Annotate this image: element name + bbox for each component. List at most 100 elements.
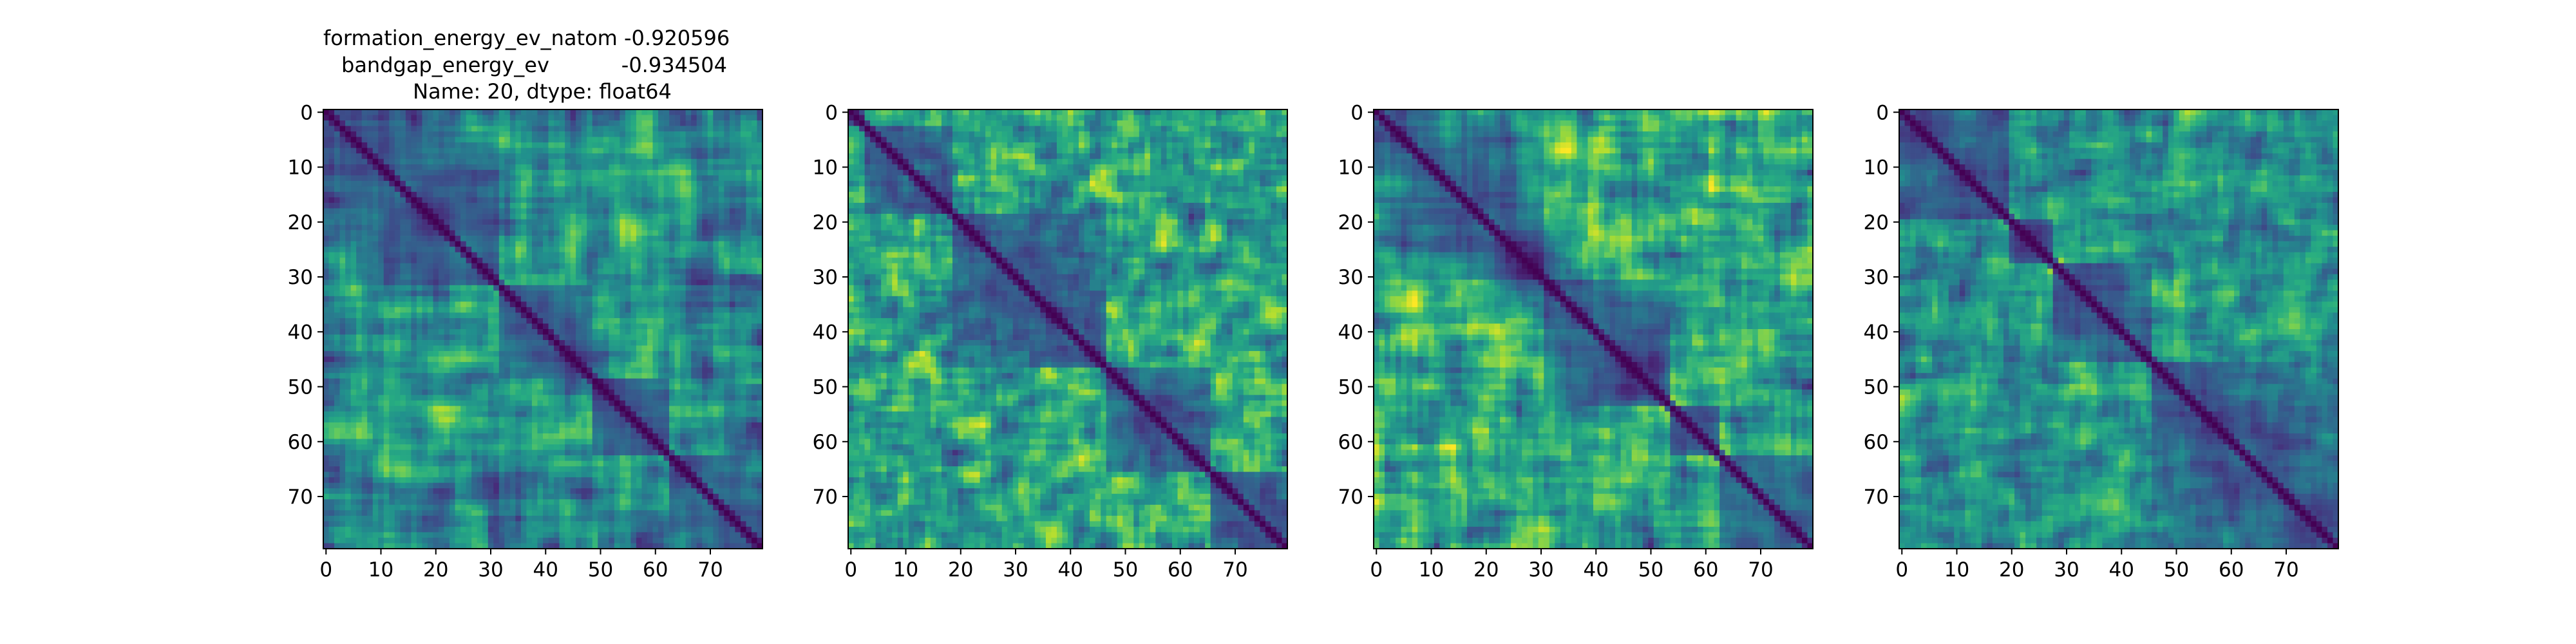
heatmap-cell — [394, 252, 401, 258]
heatmap-cell — [477, 208, 483, 214]
heatmap-cell — [383, 323, 390, 330]
heatmap-cell — [696, 384, 703, 390]
heatmap-cell — [658, 191, 664, 198]
heatmap-cell — [466, 285, 472, 291]
heatmap-cell — [394, 274, 401, 280]
heatmap-cell — [450, 197, 455, 204]
heatmap-cell — [620, 131, 626, 137]
heatmap-cell — [411, 219, 417, 225]
heatmap-cell — [680, 367, 686, 374]
heatmap-cell — [416, 329, 422, 335]
heatmap-cell — [746, 208, 752, 214]
heatmap-cell — [356, 323, 363, 330]
heatmap-cell — [603, 109, 609, 115]
heatmap-cell — [526, 180, 533, 187]
heatmap-cell — [422, 164, 428, 171]
heatmap-cell — [433, 389, 439, 395]
heatmap-cell — [630, 252, 637, 258]
heatmap-cell — [691, 164, 697, 171]
heatmap-cell — [751, 389, 757, 395]
heatmap-cell — [592, 247, 598, 252]
heatmap-cell — [460, 131, 466, 137]
heatmap-cell — [466, 225, 472, 231]
heatmap-cell — [636, 345, 642, 352]
heatmap-cell — [444, 120, 450, 126]
heatmap-cell — [685, 197, 692, 204]
heatmap-cell — [751, 411, 757, 417]
heatmap-cell — [482, 109, 489, 115]
heatmap-cell — [378, 164, 384, 171]
heatmap-cell — [751, 340, 757, 346]
heatmap-cell — [620, 236, 626, 242]
heatmap-cell — [757, 263, 763, 269]
heatmap-cell — [630, 186, 637, 193]
heatmap-cell — [466, 115, 472, 121]
heatmap-cell — [515, 197, 522, 204]
heatmap-cell — [531, 395, 538, 401]
heatmap-cell — [433, 329, 439, 335]
heatmap-cell — [707, 444, 714, 450]
heatmap-cell — [455, 411, 461, 417]
heatmap-cell — [565, 164, 571, 171]
heatmap-cell — [488, 378, 494, 384]
heatmap-cell — [477, 142, 483, 149]
heatmap-cell — [389, 258, 395, 264]
heatmap-cell — [609, 290, 615, 297]
heatmap-cell — [735, 191, 741, 198]
heatmap-cell — [477, 279, 483, 286]
heatmap-cell — [493, 362, 500, 368]
heatmap-cell — [620, 422, 626, 428]
heatmap-cell — [658, 169, 664, 176]
heatmap-cell — [674, 169, 681, 176]
heatmap-cell — [559, 274, 565, 280]
heatmap-cell — [609, 153, 615, 160]
heatmap-cell — [323, 241, 329, 247]
heatmap-cell — [520, 180, 527, 187]
heatmap-cell — [718, 356, 724, 363]
heatmap-cell — [663, 373, 670, 379]
heatmap-cell — [559, 301, 565, 308]
heatmap-cell — [498, 115, 505, 121]
heatmap-cell — [565, 400, 571, 406]
heatmap-cell — [531, 406, 538, 412]
heatmap-cell — [509, 444, 516, 450]
heatmap-cell — [482, 285, 489, 291]
heatmap-cell — [515, 351, 522, 357]
heatmap-cell — [658, 312, 664, 319]
heatmap-cell — [328, 296, 335, 302]
heatmap-cell — [482, 334, 489, 341]
heatmap-cell — [587, 428, 593, 434]
heatmap-cell — [323, 411, 329, 417]
heatmap-cell — [729, 230, 735, 236]
heatmap-cell — [361, 236, 368, 242]
heatmap-cell — [576, 411, 582, 417]
heatmap-cell — [531, 417, 538, 423]
heatmap-cell — [378, 450, 384, 456]
heatmap-cell — [328, 384, 335, 390]
heatmap-cell — [674, 345, 681, 352]
heatmap-cell — [400, 274, 406, 280]
heatmap-cell — [411, 230, 417, 236]
heatmap-cell — [691, 258, 697, 264]
heatmap-cell — [581, 186, 587, 193]
heatmap-cell — [509, 417, 516, 423]
heatmap-cell — [323, 428, 329, 434]
heatmap-cell — [471, 126, 478, 132]
heatmap-cell — [641, 147, 648, 154]
heatmap-cell — [372, 219, 379, 225]
heatmap-cell — [592, 202, 598, 209]
heatmap-cell — [361, 169, 368, 176]
heatmap-cell — [663, 296, 670, 302]
heatmap-cell — [663, 340, 670, 346]
heatmap-cell — [334, 301, 340, 308]
heatmap-cell — [339, 301, 346, 308]
heatmap-cell — [746, 258, 752, 264]
heatmap-cell — [565, 290, 571, 297]
heatmap-cell — [702, 263, 708, 269]
heatmap-cell — [598, 400, 604, 406]
heatmap-cell — [334, 356, 340, 363]
heatmap-cell — [598, 147, 604, 154]
heatmap-cell — [570, 137, 576, 143]
heatmap-cell — [493, 164, 500, 171]
heatmap-cell — [746, 444, 752, 450]
